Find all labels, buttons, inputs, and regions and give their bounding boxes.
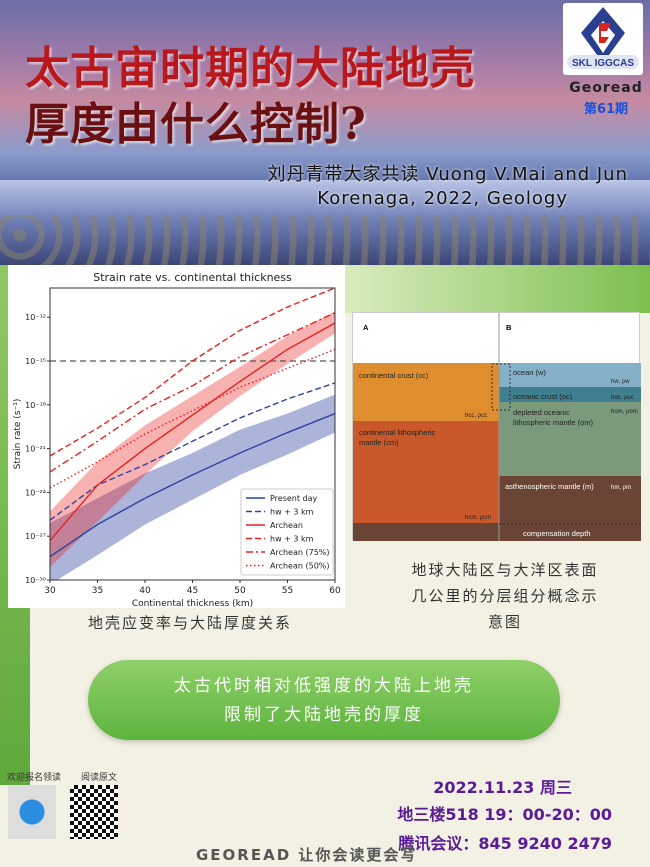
title-line-1: 太古宙时期的大陆地壳	[25, 43, 475, 94]
label-compensation: compensation depth	[523, 529, 591, 538]
y-tick-label: 10⁻¹⁸	[25, 401, 46, 410]
label-cc: continental crust (cc)	[359, 371, 429, 380]
continental-crust-layer	[353, 363, 499, 421]
x-tick-label: 50	[234, 586, 246, 596]
legend-box	[240, 488, 334, 576]
highlight-line-2: 限制了大陆地壳的厚度	[224, 705, 424, 725]
x-tick-label: 60	[329, 586, 341, 596]
chart-title: Strain rate vs. continental thickness	[93, 271, 292, 284]
footer-slogan: GEOREAD 让你会读更会写	[196, 846, 418, 864]
georead-label: Georead	[569, 80, 643, 96]
y-tick-label: 10⁻²¹	[25, 445, 46, 454]
symbol-w: hw, ρw	[611, 379, 630, 385]
chart-caption: 地壳应变率与大陆厚度关系	[87, 614, 292, 632]
oceanic-crust-layer	[499, 387, 641, 402]
series-line-4	[50, 312, 335, 473]
band-0	[50, 394, 335, 580]
series-line-0	[50, 412, 335, 558]
symbol-om: hom, ρom	[611, 409, 638, 415]
label-w: ocean (w)	[513, 368, 546, 377]
highlight-banner: 太古代时相对低强度的大陆上地壳 限制了大陆地壳的厚度	[88, 660, 560, 740]
series-line-2	[50, 322, 335, 542]
x-tick-label: 55	[282, 586, 293, 596]
oceanic-mantle-layer	[499, 402, 641, 476]
legend-label-2: Archean	[270, 521, 303, 530]
y-axis-label: Strain rate (s⁻¹)	[13, 399, 23, 470]
hero-banner	[0, 0, 650, 265]
signup-qr-code[interactable]	[8, 785, 56, 839]
label-m: asthenospheric mantle (m)	[505, 482, 594, 491]
legend-label-0: Present day	[270, 494, 318, 503]
legend-label-3: hw + 3 km	[270, 535, 314, 544]
y-tick-label: 10⁻²⁴	[25, 488, 46, 497]
x-tick-label: 35	[92, 586, 103, 596]
read-original-label: 阅读原文	[81, 773, 118, 783]
label-oc: oceanic crust (oc)	[513, 392, 573, 401]
symbol-m: hm, ρm	[611, 485, 631, 491]
read-original-qr-code[interactable]	[70, 785, 118, 839]
diagram-caption-1: 地球大陆区与大洋区表面	[411, 561, 599, 579]
symbol-oc: hoc, ρoc	[611, 395, 634, 401]
y-tick-label: 10⁻²⁷	[25, 532, 46, 541]
series-line-3	[50, 288, 335, 457]
label-om-2: lithospheric mantle (om)	[513, 418, 594, 427]
lower-mantle-a	[353, 523, 499, 541]
svg-text:SKL IGGCAS: SKL IGGCAS	[572, 58, 634, 69]
issue-number: 第61期	[583, 102, 629, 117]
event-place-time: 地三楼518 19：00-20：00	[397, 805, 612, 824]
diagram-caption-3: 意图	[487, 613, 522, 631]
y-tick-label: 10⁻¹⁵	[25, 357, 46, 366]
layer-diagram: A B continental crust (cc) continental l…	[352, 312, 641, 541]
subtitle-line-2: Korenaga, 2022, Geology	[317, 188, 568, 209]
highlight-line-1: 太古代时相对低强度的大陆上地壳	[174, 676, 474, 696]
y-tick-label: 10⁻¹²	[25, 313, 46, 322]
x-tick-label: 30	[44, 586, 56, 596]
panel-a-label: A	[363, 323, 369, 332]
event-date: 2022.11.23 周三	[433, 778, 572, 797]
label-cm-1: continental lithospheric	[359, 428, 436, 437]
y-tick-label: 10⁻³⁰	[25, 576, 46, 585]
x-axis-label: Continental thickness (km)	[132, 599, 253, 608]
continental-mantle-layer	[353, 421, 499, 523]
label-om-1: depleted oceanic	[513, 408, 570, 417]
panel-b-label: B	[506, 323, 512, 332]
band-2	[50, 311, 335, 567]
subtitle-line-1: 刘丹青带大家共读 Vuong V.Mai and Jun	[267, 164, 628, 185]
signup-label: 欢迎报名领读	[7, 773, 62, 783]
x-tick-label: 40	[139, 586, 151, 596]
event-meeting-id: 腾讯会议：845 9240 2479	[398, 834, 612, 853]
asthenosphere-layer	[499, 476, 641, 541]
skl-iggcas-logo: SKL IGGCAS	[563, 3, 643, 75]
diagram-caption-2: 几公里的分层组分概念示	[411, 587, 599, 605]
symbol-cm: hcm, ρcm	[465, 515, 491, 521]
legend-label-4: Archean (75%)	[270, 548, 330, 557]
x-tick-label: 45	[187, 586, 198, 596]
symbol-cc: hcc, ρcc	[465, 413, 487, 419]
stromatolite-rocks	[0, 215, 650, 265]
strain-rate-chart: Strain rate vs. continental thickness 30 3…	[8, 265, 345, 609]
title-line-2: 厚度由什么控制?	[25, 99, 367, 150]
ocean-layer	[499, 363, 641, 387]
green-accent-right	[335, 265, 650, 313]
legend-label-5: Archean (50%)	[270, 562, 330, 571]
legend-label-1: hw + 3 km	[270, 508, 314, 517]
label-cm-2: mantle (cm)	[359, 438, 399, 447]
